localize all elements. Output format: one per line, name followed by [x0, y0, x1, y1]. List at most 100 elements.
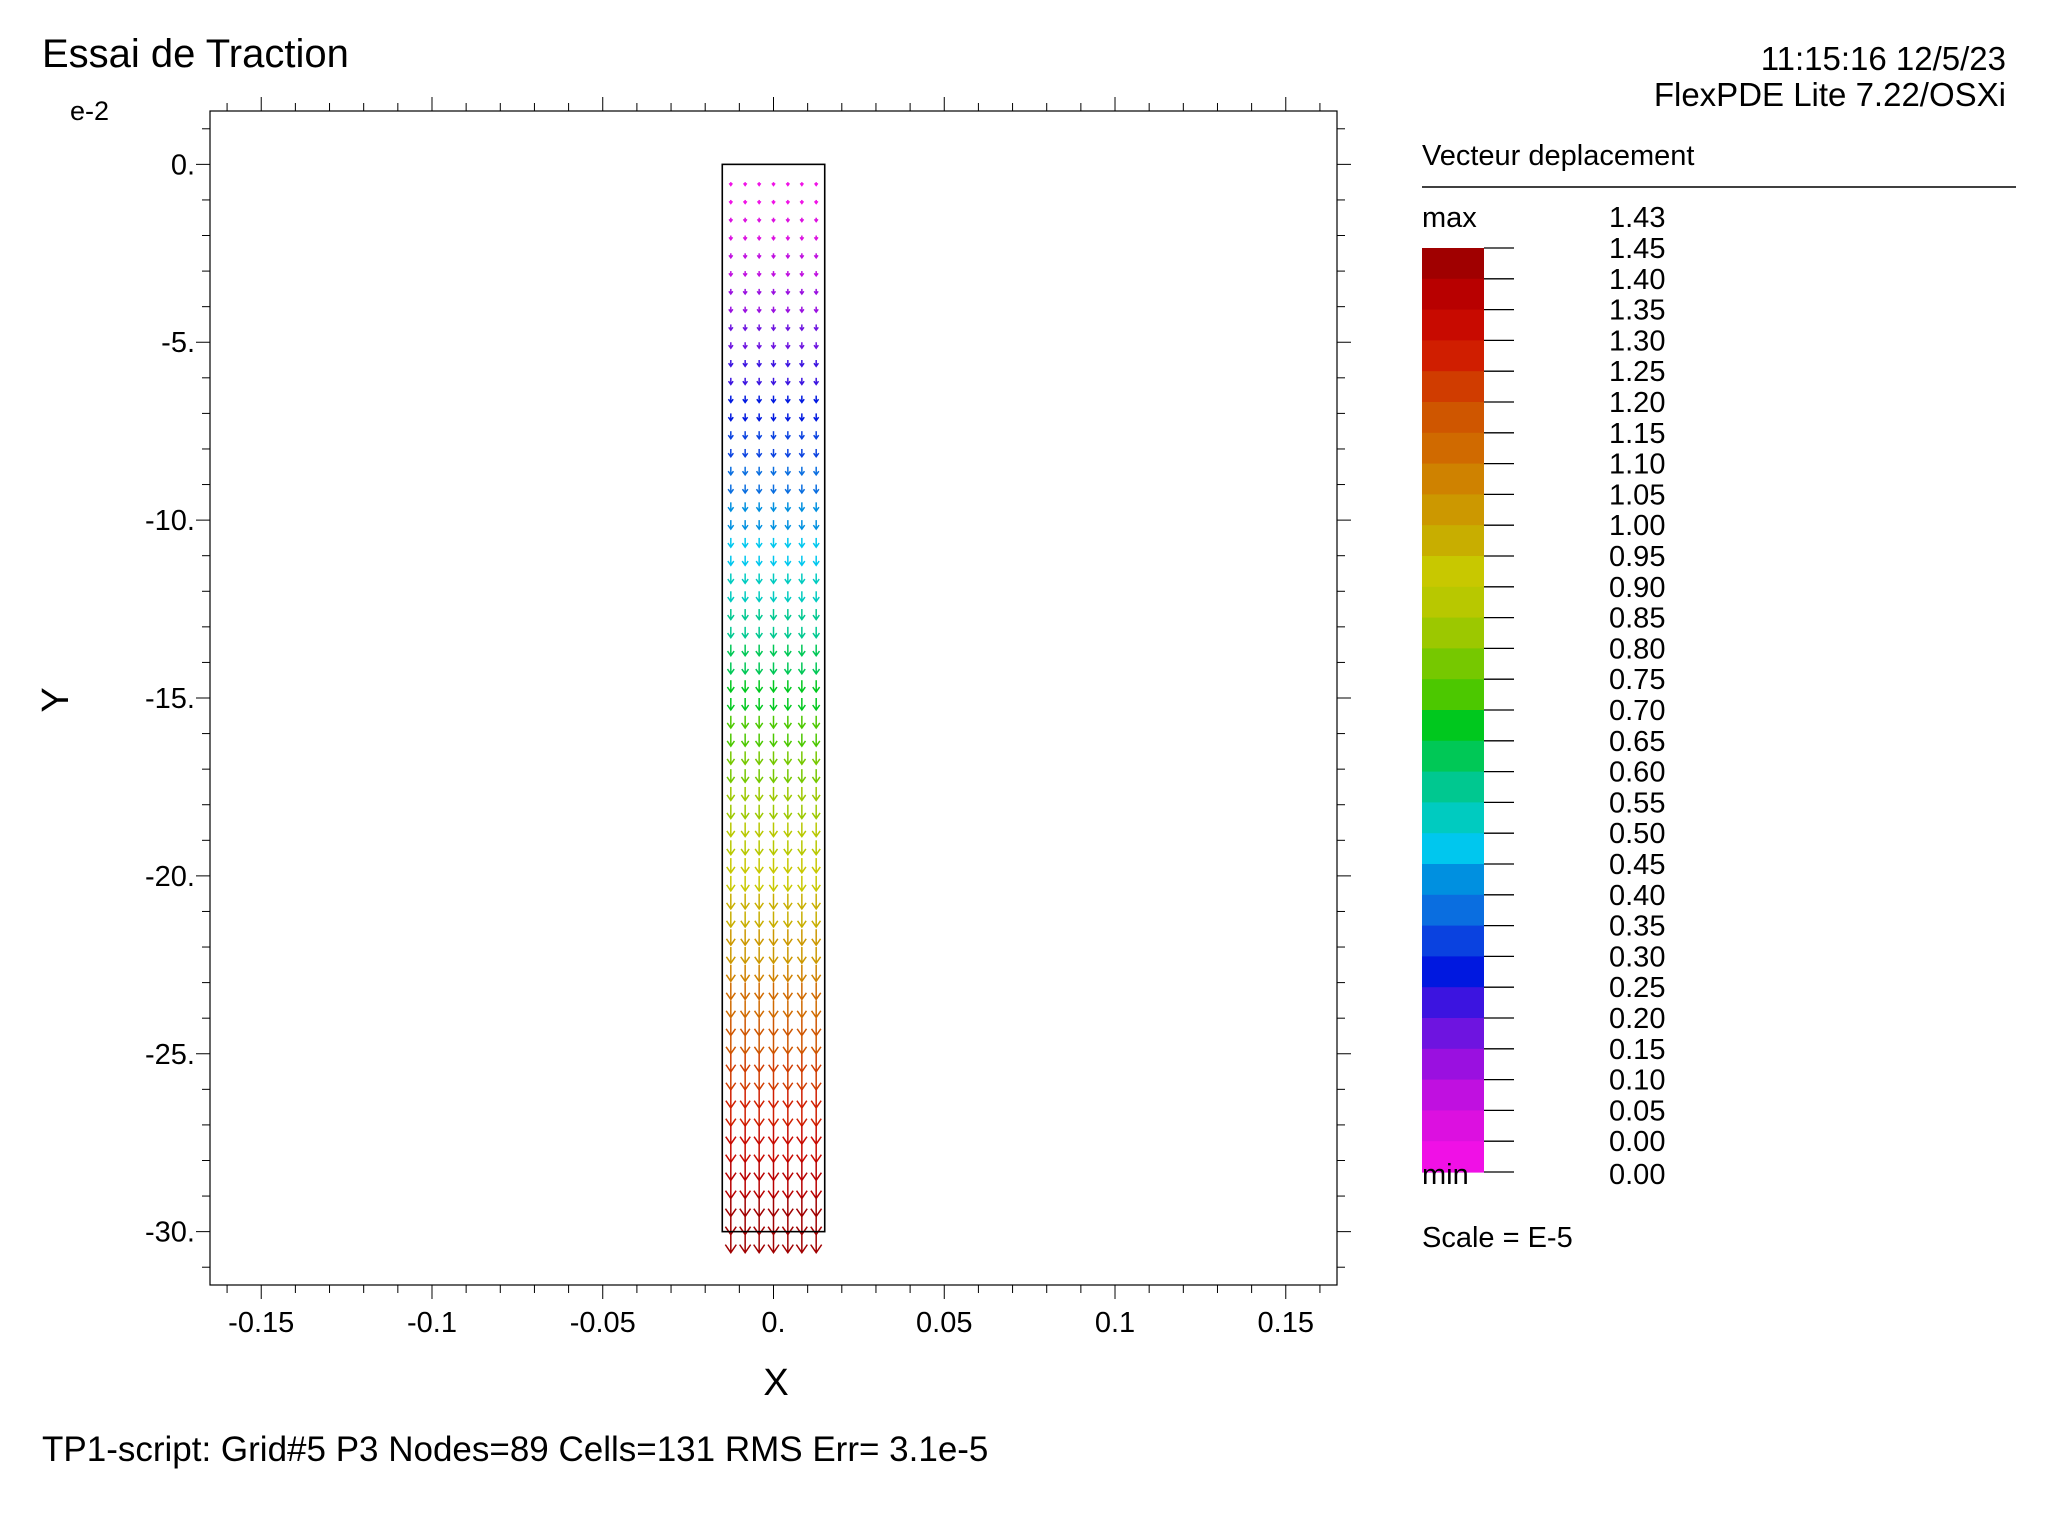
- vector-arrowhead: [742, 308, 748, 314]
- vector-arrowhead: [797, 758, 807, 766]
- vector-arrowhead: [725, 938, 736, 947]
- vector-arrowhead: [813, 434, 820, 440]
- legend-level-label: 1.20: [1609, 387, 1665, 419]
- vector-arrowhead: [740, 920, 751, 929]
- vector-arrowhead: [756, 290, 762, 296]
- vector-arrowhead: [770, 290, 777, 296]
- vector-arrowhead: [753, 1244, 766, 1254]
- vector-arrowhead: [770, 434, 777, 440]
- vector-arrowhead: [796, 938, 807, 947]
- vector-arrowhead: [813, 236, 819, 241]
- legend-band: [1422, 309, 1484, 341]
- vector-arrowhead: [811, 740, 821, 748]
- x-tick-label: -0.05: [570, 1307, 636, 1339]
- vector-arrowhead: [728, 200, 734, 205]
- vector-arrowhead: [740, 902, 751, 911]
- vector-arrowhead: [741, 578, 749, 585]
- vector-arrowhead: [813, 254, 819, 260]
- legend-level-label: 0.90: [1609, 572, 1665, 604]
- vector-arrowhead: [742, 362, 748, 368]
- legend-level-label: 1.35: [1609, 295, 1665, 327]
- vector-arrowhead: [783, 686, 792, 694]
- vector-arrowhead: [796, 956, 807, 965]
- vector-arrowhead: [756, 272, 762, 278]
- vector-arrowhead: [754, 812, 764, 820]
- x-axis-ticks: -0.15 -0.1 -0.05 0. 0.05 0.1 0.15: [228, 1307, 1314, 1339]
- vector-arrowhead: [728, 308, 734, 314]
- vector-arrowhead: [785, 326, 791, 332]
- vector-arrowhead: [796, 992, 808, 1001]
- vector-arrowhead: [756, 434, 763, 440]
- vector-arrowhead: [797, 722, 807, 730]
- vector-arrowhead: [727, 362, 734, 368]
- vector-arrowhead: [742, 200, 748, 205]
- vector-arrowhead: [814, 182, 819, 187]
- vector-arrowhead: [771, 182, 776, 187]
- vector-arrowhead: [783, 668, 792, 676]
- vector-arrowhead: [739, 1010, 751, 1019]
- vector-arrowhead: [782, 1028, 794, 1037]
- vector-arrowhead: [797, 686, 806, 694]
- vector-arrowhead: [769, 632, 778, 639]
- vector-arrowhead: [755, 596, 763, 603]
- legend-title: Vecteur deplacement: [1422, 140, 1694, 172]
- legend-band: [1422, 556, 1484, 588]
- vector-arrowhead: [798, 542, 806, 549]
- vector-arrowhead: [782, 920, 793, 929]
- vector-arrowhead: [813, 326, 819, 332]
- vector-arrowhead: [741, 560, 749, 567]
- vector-arrowhead: [740, 830, 750, 838]
- vector-arrowhead: [813, 344, 819, 350]
- legend-level-label: 0.60: [1609, 757, 1665, 789]
- legend-level-label: 0.65: [1609, 726, 1665, 758]
- legend-band: [1422, 402, 1484, 434]
- vector-arrowhead: [796, 1010, 808, 1019]
- vector-arrowhead: [799, 200, 805, 205]
- legend-level-label: 0.40: [1609, 880, 1665, 912]
- vector-arrowhead: [799, 254, 805, 260]
- vector-arrowhead: [797, 866, 807, 875]
- vector-arrowhead: [725, 920, 736, 929]
- legend-band: [1422, 802, 1484, 834]
- vector-arrowhead: [796, 920, 807, 929]
- legend-level-label: 0.95: [1609, 541, 1665, 573]
- vector-arrowhead: [784, 596, 792, 603]
- y-tick-label: -25.: [145, 1039, 195, 1071]
- vector-arrowhead: [810, 1010, 822, 1019]
- vector-arrowhead: [810, 1244, 823, 1254]
- vector-arrowhead: [784, 434, 791, 440]
- legend-level-label: 0.25: [1609, 972, 1665, 1004]
- legend-band: [1422, 525, 1484, 557]
- y-tick-label: -15.: [145, 683, 195, 715]
- vector-arrowhead: [727, 542, 735, 549]
- vector-arrowhead: [771, 218, 776, 223]
- timestamp: 11:15:16 12/5/23: [1761, 40, 2006, 77]
- vector-arrowhead: [756, 182, 762, 187]
- vector-arrowhead: [768, 812, 779, 820]
- legend-band: [1422, 617, 1484, 649]
- vector-arrowhead: [768, 938, 779, 947]
- vector-arrowhead: [784, 614, 792, 621]
- vector-arrowhead: [799, 290, 805, 296]
- vector-arrowhead: [768, 920, 779, 929]
- vector-arrowhead: [813, 308, 819, 314]
- vector-arrowhead: [726, 740, 736, 748]
- legend-band: [1422, 956, 1484, 988]
- vector-arrowhead: [785, 272, 791, 278]
- vector-arrowhead: [741, 704, 750, 712]
- y-tick-label: 0.: [171, 149, 195, 181]
- vector-arrowhead: [740, 794, 750, 802]
- vector-arrowhead: [785, 344, 791, 350]
- vector-arrowhead: [768, 956, 779, 965]
- vector-arrowhead: [784, 578, 792, 585]
- vector-arrowhead: [755, 668, 764, 676]
- vector-arrowhead: [798, 488, 806, 495]
- vector-arrowhead: [742, 344, 748, 350]
- vector-arrowhead: [754, 938, 765, 947]
- vector-arrowhead: [754, 848, 764, 857]
- legend-level-label: 0.75: [1609, 664, 1665, 696]
- vector-arrowhead: [796, 974, 807, 983]
- y-tick-label: -10.: [145, 505, 195, 537]
- vector-arrowhead: [769, 650, 778, 658]
- vector-arrowhead: [785, 218, 791, 223]
